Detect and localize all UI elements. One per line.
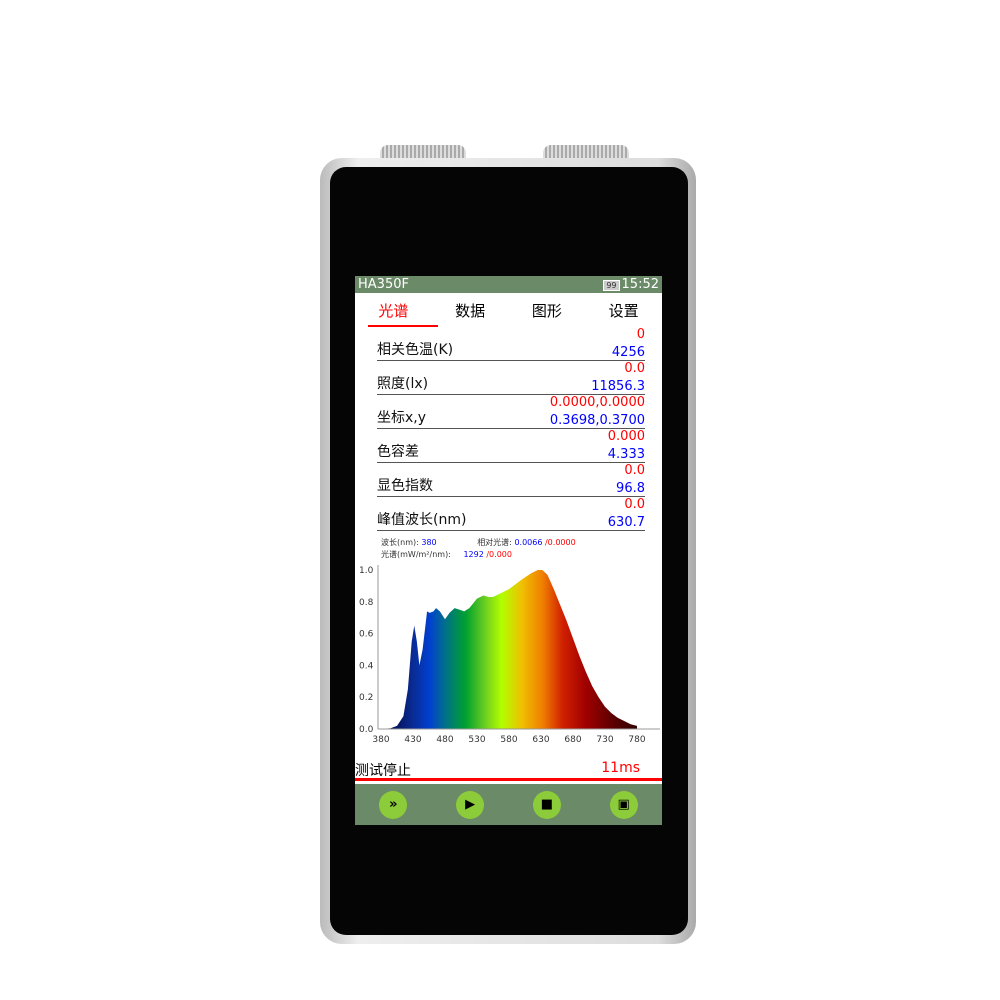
- x-tick-label: 530: [468, 735, 485, 745]
- tab-data[interactable]: 数据: [455, 301, 486, 320]
- clock: 15:52: [621, 277, 659, 292]
- progress-bar: [355, 778, 662, 781]
- wavelength-label: 波长(nm):: [381, 538, 419, 547]
- spectrum-ref: /0.000: [486, 550, 512, 559]
- row-label: 坐标x,y: [377, 410, 427, 426]
- relative-value: 0.0066: [514, 538, 543, 547]
- spectrum-value: 1292: [463, 550, 484, 559]
- stop-icon[interactable]: ■: [532, 790, 561, 819]
- x-tick-label: 580: [500, 735, 517, 745]
- row-label: 峰值波长(nm): [377, 512, 467, 528]
- y-tick-label: 0.8: [359, 598, 374, 608]
- wavelength-value: 380: [421, 538, 437, 547]
- control-bar: » ▶ ■ ▣: [355, 784, 662, 825]
- y-tick-label: 0.0: [359, 725, 374, 735]
- relative-label: 相对光谱:: [477, 538, 512, 547]
- x-tick-label: 780: [628, 735, 645, 745]
- row-value: 96.8: [616, 481, 645, 496]
- measurement-row: 坐标x,y 0.0000,0.0000 0.3698,0.3700: [377, 395, 645, 429]
- measurement-row: 色容差 0.000 4.333: [377, 429, 645, 463]
- row-reference: 0: [636, 327, 645, 342]
- row-label: 相关色温(K): [377, 342, 454, 358]
- x-tick-label: 380: [372, 735, 389, 745]
- device-title: HA350F: [358, 277, 409, 292]
- y-tick-label: 1.0: [359, 566, 374, 576]
- measure-status: 测试停止 11ms: [355, 760, 662, 780]
- spectrum-label: 光谱(mW/m²/nm):: [381, 550, 451, 559]
- status-text: 测试停止: [355, 763, 411, 779]
- row-label: 照度(lx): [377, 376, 429, 392]
- tab-graph[interactable]: 图形: [531, 301, 562, 320]
- row-reference: 0.000: [607, 429, 645, 444]
- active-tab-indicator: [368, 325, 438, 327]
- row-value: 630.7: [607, 515, 645, 530]
- y-tick-label: 0.6: [359, 630, 374, 640]
- row-value: 0.3698,0.3700: [549, 413, 645, 428]
- fast-forward-icon[interactable]: »: [379, 790, 408, 819]
- x-tick-label: 730: [596, 735, 613, 745]
- measurement-row: 照度(lx) 0.0 11856.3: [377, 361, 645, 395]
- spectrum-chart: 0.0 0.2 0.4 0.6 0.8 1.0 380 430 480 530 580 630 680 7…: [359, 565, 660, 745]
- row-label: 色容差: [377, 444, 419, 460]
- row-reference: 0.0000,0.0000: [549, 395, 645, 410]
- row-reference: 0.0: [624, 361, 645, 376]
- x-tick-label: 630: [532, 735, 549, 745]
- spectrum-area: [381, 570, 637, 729]
- row-label: 显色指数: [377, 478, 433, 494]
- tab-settings[interactable]: 设置: [608, 301, 639, 320]
- screen: HA350F 99 15:52 光谱 数据 图形 设置 相关色温(K) 0 4256 照…: [355, 276, 662, 825]
- integration-time: 11ms: [601, 760, 640, 776]
- x-tick-label: 480: [436, 735, 453, 745]
- x-tick-label: 680: [564, 735, 581, 745]
- status-bar: HA350F 99 15:52: [355, 276, 662, 293]
- row-value: 4.333: [607, 447, 645, 462]
- row-value: 11856.3: [591, 379, 645, 394]
- play-icon[interactable]: ▶: [456, 790, 485, 819]
- relative-ref: /0.0000: [544, 538, 576, 547]
- row-reference: 0.0: [624, 463, 645, 478]
- x-tick-label: 430: [404, 735, 421, 745]
- row-reference: 0.0: [624, 497, 645, 512]
- tab-spectrum[interactable]: 光谱: [378, 301, 409, 320]
- battery-icon: 99: [603, 280, 620, 291]
- cursor-info: 波长(nm): 380 相对光谱: 0.0066 /0.0000 光谱(mW/m…: [381, 537, 662, 561]
- save-icon[interactable]: ▣: [609, 790, 638, 819]
- y-tick-label: 0.2: [359, 693, 373, 703]
- row-value: 4256: [611, 345, 645, 360]
- measurement-row: 显色指数 0.0 96.8: [377, 463, 645, 497]
- tab-bar: 光谱 数据 图形 设置: [355, 293, 662, 327]
- y-tick-label: 0.4: [359, 661, 374, 671]
- measurement-row: 峰值波长(nm) 0.0 630.7: [377, 497, 645, 531]
- measurement-row: 相关色温(K) 0 4256: [377, 327, 645, 361]
